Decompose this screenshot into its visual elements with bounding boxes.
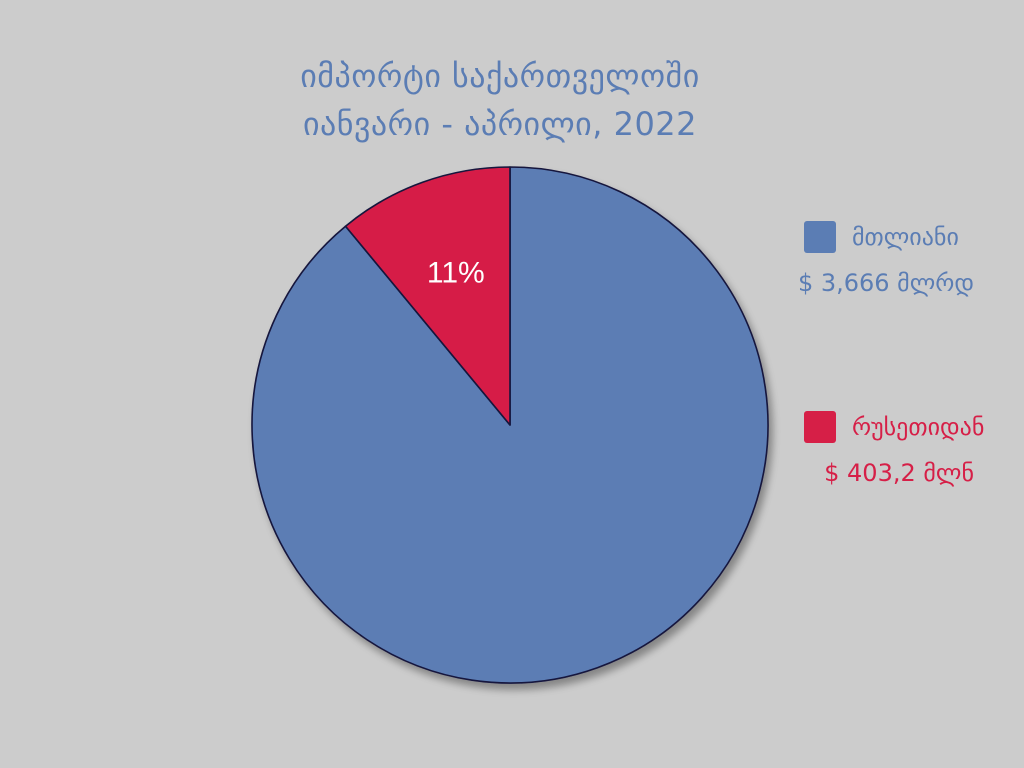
pie-slice-russia <box>344 166 511 426</box>
legend-value-russia: $ 403,2 მლნ <box>824 459 974 487</box>
legend-label-total: მთლიანი <box>852 223 959 251</box>
legend-label-russia: რუსეთიდან <box>852 413 985 441</box>
pie-slices-group <box>251 166 769 684</box>
legend-value-total: $ 3,666 მლრდ <box>797 269 974 297</box>
chart-title-line-2: იანვარი - აპრილი, 2022 <box>302 105 698 143</box>
pie-slice-label-russia: 11% <box>427 256 485 289</box>
chart-title-line-1: იმპორტი საქართველოში <box>300 57 700 95</box>
legend-swatch-russia <box>804 411 836 443</box>
legend-swatch-total <box>804 221 836 253</box>
